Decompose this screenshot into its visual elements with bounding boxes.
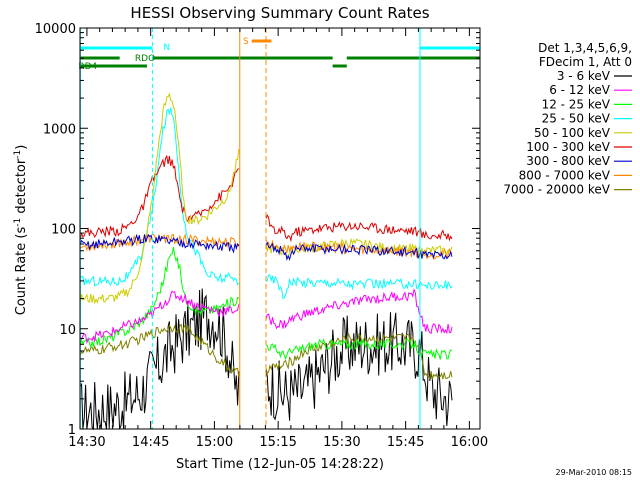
legend-entry-label: 6 - 12 keV [549, 83, 611, 97]
series-line-3-seg-2 [265, 338, 453, 361]
y-tick-label: 10 [59, 323, 76, 338]
legend-header-2: FDecim 1, Att 0 [539, 55, 632, 69]
y-tick-label: 100 [51, 223, 76, 238]
series-line-2-seg-1 [79, 323, 240, 377]
y-axis-label: Count Rate (s-1 detector-1) [13, 145, 29, 316]
legend-entry-label: 800 - 7000 keV [519, 168, 611, 182]
x-axis: 14:30 14:45 15:00 15:15 15:30 15:45 16:00 [68, 28, 488, 450]
series-line-1-seg-1 [79, 288, 240, 431]
night-flag-label: N [163, 43, 170, 53]
x-tick-label: 15:30 [323, 435, 360, 450]
y-label-sup-1: -1 [13, 218, 23, 227]
series-line-5-seg-2 [265, 274, 453, 300]
legend-entry-label: 100 - 300 keV [526, 140, 610, 154]
y-label-sup-2: -1 [13, 150, 23, 159]
series-line-3-seg-1 [79, 247, 240, 349]
rd4-flag-label: RD4 [78, 62, 97, 72]
chart-title: HESSI Observing Summary Count Rates [130, 4, 429, 22]
rdo-flag-label: RDO [135, 54, 155, 64]
flag-bars: N S RDO RD4 [78, 37, 480, 72]
legend-entry-label: 25 - 50 keV [542, 112, 611, 126]
series-line-6-seg-1 [79, 154, 240, 239]
legend-entry-label: 3 - 6 keV [557, 69, 611, 83]
footer-timestamp: 29-Mar-2010 08:15 [556, 468, 633, 477]
y-label-part-3: ) [14, 145, 29, 150]
x-tick-label: 16:00 [451, 435, 488, 450]
y-label-part-1: Count Rate (s [14, 227, 29, 316]
series-line-9-seg-2 [265, 241, 453, 262]
y-tick-label: 10000 [35, 22, 76, 37]
x-tick-label: 15:45 [387, 435, 424, 450]
y-label-part-2: detector [14, 158, 29, 218]
x-axis-label: Start Time (12-Jun-05 14:28:22) [176, 457, 384, 472]
legend-entry-label: 12 - 25 keV [542, 97, 611, 111]
y-tick-label: 1000 [43, 122, 76, 137]
series-line-2-seg-2 [265, 332, 453, 381]
legend-entry-label: 50 - 100 keV [534, 126, 611, 140]
series-line-5-seg-1 [79, 107, 240, 287]
series-line-6-seg-2 [265, 214, 453, 243]
legend-entry-label: 7000 - 20000 keV [503, 183, 610, 197]
saa-flag-label: S [243, 37, 249, 47]
x-tick-label: 15:00 [196, 435, 233, 450]
series-line-4-seg-1 [79, 290, 240, 345]
x-tick-label: 15:15 [259, 435, 296, 450]
legend-header-1: Det 1,3,4,5,6,9, [538, 41, 632, 55]
legend: Det 1,3,4,5,6,9, FDecim 1, Att 0 3 - 6 k… [503, 41, 632, 197]
x-tick-label: 14:45 [132, 435, 169, 450]
x-tick-label: 14:30 [68, 435, 105, 450]
series-line-7-seg-1 [79, 92, 240, 305]
series-line-4-seg-2 [265, 288, 453, 335]
y-axis: 1 10 100 1000 10000 [35, 22, 480, 438]
series-line-9-seg-1 [79, 233, 240, 254]
data-series [79, 92, 453, 431]
y-tick-label: 1 [68, 423, 76, 438]
legend-entry-label: 300 - 800 keV [526, 154, 610, 168]
series-line-1-seg-2 [265, 312, 453, 426]
